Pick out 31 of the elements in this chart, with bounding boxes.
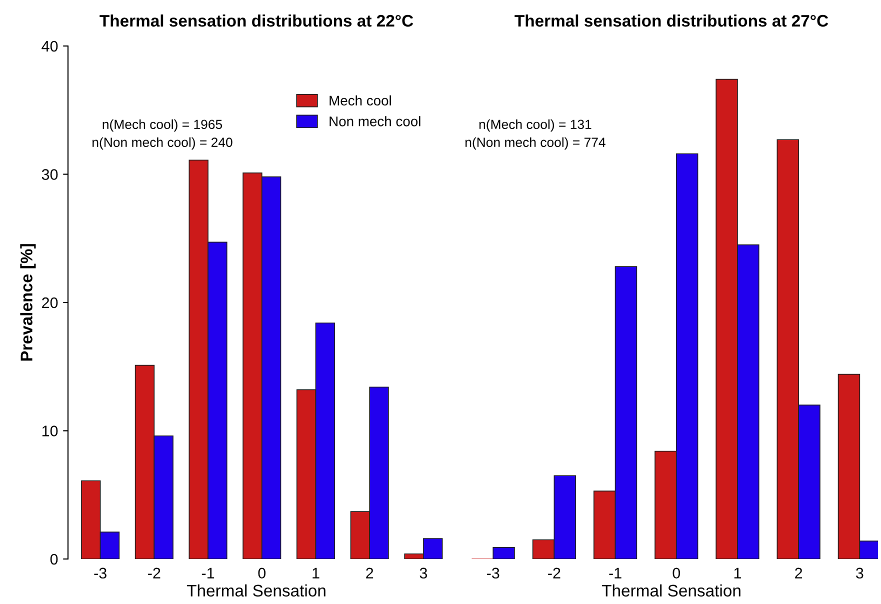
x-tick-label: -1 [609, 568, 622, 578]
y-tick-label: 0 [50, 554, 58, 565]
x-tick-label: 3 [856, 568, 864, 579]
chart-title: Thermal sensation distributions at 27°C [514, 14, 828, 27]
x-axis-title: Thermal Sensation [602, 584, 740, 597]
x-tick-label: 0 [672, 568, 680, 579]
annotation: n(Mech cool) = 131 [479, 119, 592, 132]
y-tick-label: 40 [42, 40, 58, 52]
y-axis-title: Prevalence [%] [20, 244, 36, 361]
x-tick-label: -2 [548, 568, 560, 578]
x-tick-label: 2 [366, 568, 374, 578]
legend-label: Non mech cool [330, 116, 420, 126]
annotation: n(Non mech cool) = 774 [466, 137, 606, 150]
x-tick-label: 1 [312, 568, 320, 578]
y-tick-label: 30 [42, 169, 58, 180]
x-tick-label: -2 [148, 568, 160, 578]
x-tick-label: -1 [202, 568, 214, 578]
x-axis-title: Thermal Sensation [186, 584, 326, 597]
x-tick-label: 1 [734, 568, 741, 578]
legend-label: Mech cool [330, 95, 391, 106]
x-tick-label: 3 [420, 568, 428, 579]
annotation: n(Non mech cool) = 240 [92, 137, 232, 150]
y-tick-label: 20 [42, 297, 58, 308]
x-tick-label: -3 [486, 568, 500, 579]
bar [492, 547, 515, 559]
x-tick-label: 0 [258, 568, 266, 579]
y-tick-label: 10 [42, 426, 58, 436]
x-tick-label: 2 [795, 568, 802, 578]
chart-title: Thermal sensation distributions at 22°C [100, 14, 414, 27]
x-tick-label: -3 [94, 568, 106, 579]
annotation: n(Mech cool) = 1965 [102, 119, 222, 132]
